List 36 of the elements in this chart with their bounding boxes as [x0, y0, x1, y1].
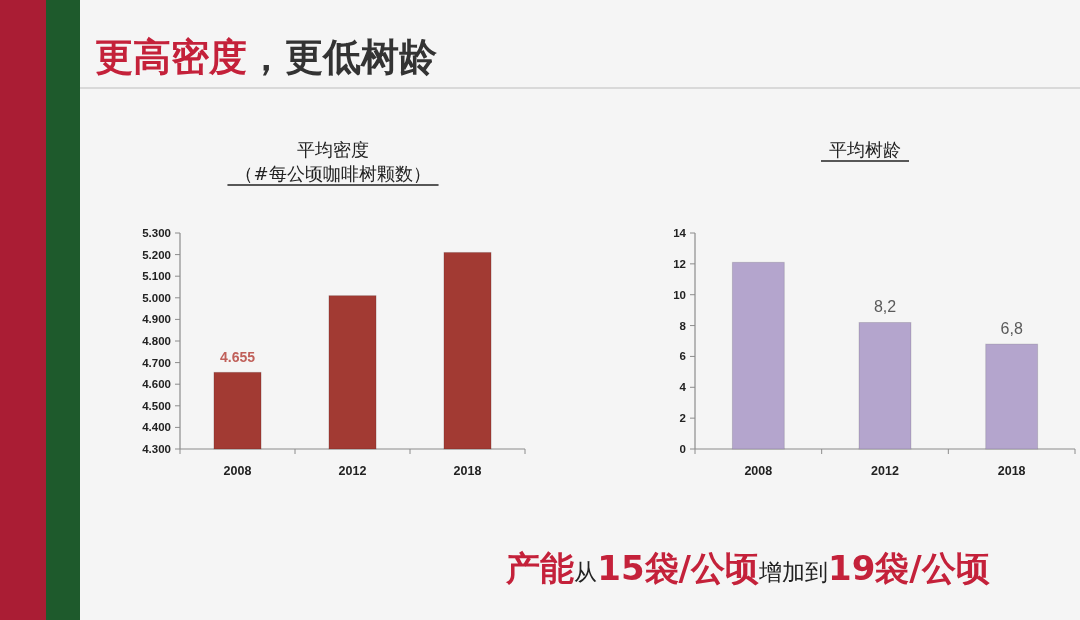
data-label: 8,2	[873, 298, 897, 316]
chart-title: 平均树龄	[829, 139, 901, 160]
y-tick-label: 4.900	[142, 313, 171, 326]
y-tick-label: 8	[679, 319, 687, 332]
data-label: 6,8	[1000, 320, 1023, 338]
x-tick-label: 2012	[338, 464, 367, 478]
x-tick-label: 2018	[453, 464, 482, 478]
y-tick-label: 6	[679, 350, 686, 363]
y-tick-label: 5.100	[142, 270, 171, 283]
y-tick-label: 10	[673, 288, 686, 301]
y-tick-label: 14	[673, 227, 687, 239]
text: 产能从15袋/公顷增加到19袋/公顷	[505, 548, 990, 588]
y-tick-label: 4.800	[142, 335, 171, 347]
y-tick-label: 5.000	[142, 291, 171, 304]
x-tick-label: 2012	[871, 464, 899, 478]
y-tick-label: 5.200	[142, 248, 171, 261]
chart-subtitle: （#每公顷咖啡树颗数）	[235, 163, 431, 184]
text: 更高密度，更低树龄	[95, 35, 437, 79]
y-tick-label: 2	[679, 412, 686, 425]
y-tick-label: 4.600	[142, 378, 171, 391]
x-tick-label: 2018	[997, 464, 1026, 478]
y-tick-label: 12	[673, 257, 686, 270]
data-label: 4.655	[219, 349, 256, 366]
y-tick-label: 0	[679, 443, 686, 455]
y-tick-label: 5.300	[142, 227, 171, 239]
chart-title: 平均密度	[297, 139, 369, 160]
bar	[731, 261, 785, 450]
y-tick-label: 4	[679, 381, 687, 394]
y-tick-label: 4.500	[142, 399, 171, 412]
y-tick-label: 4.400	[142, 421, 171, 434]
bar	[985, 343, 1039, 450]
y-tick-label: 4.700	[142, 356, 171, 369]
bar	[858, 321, 912, 450]
x-tick-label: 2008	[223, 464, 252, 478]
y-tick-label: 4.300	[142, 443, 171, 455]
x-tick-label: 2008	[744, 464, 773, 478]
